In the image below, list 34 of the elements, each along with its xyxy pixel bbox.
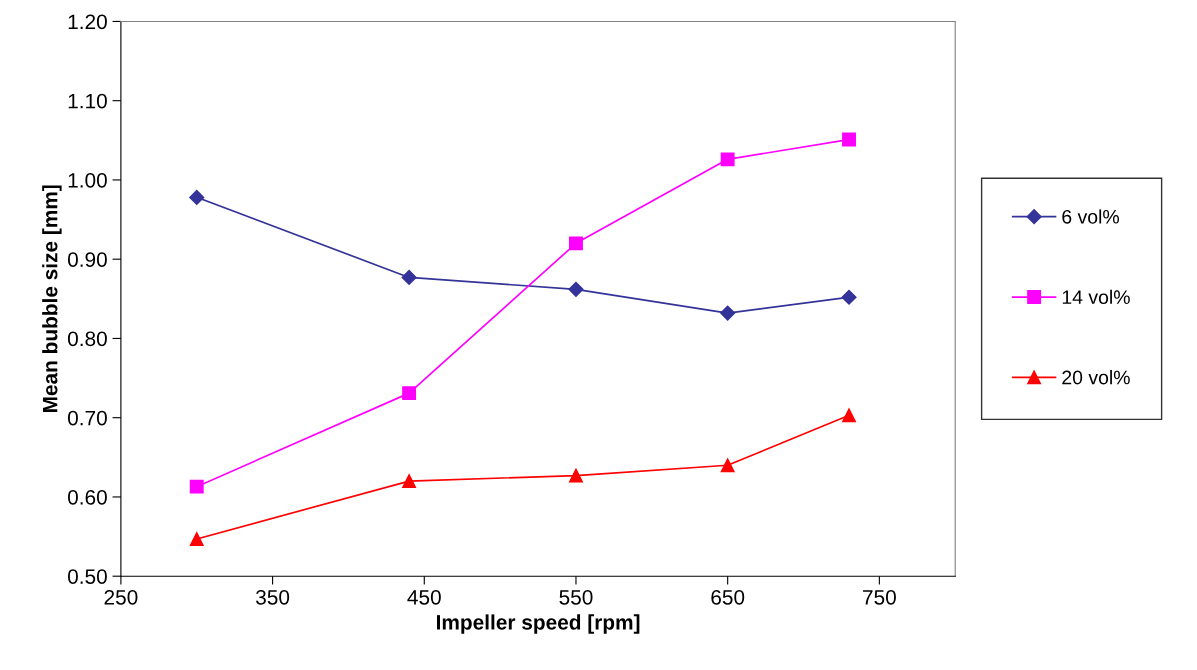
point [402, 474, 417, 489]
point [842, 408, 856, 423]
y-tick-label: 0.60 [67, 489, 107, 505]
x-tick-label: 550 [559, 589, 593, 605]
legend-label: 14 vol% [1062, 289, 1130, 305]
y-tick-label: 1.00 [68, 172, 107, 188]
y-tick-label: 1.20 [68, 14, 107, 30]
y-tick-label: 0.90 [67, 252, 107, 267]
point [189, 532, 204, 546]
point [842, 132, 856, 147]
point [569, 236, 583, 251]
x-tick-label: 350 [256, 589, 290, 605]
x-tick-label: 750 [863, 589, 896, 605]
y-tick-label: 0.80 [67, 331, 107, 347]
point [720, 152, 735, 167]
legend-label: 20 vol% [1062, 370, 1130, 385]
x-tick-label: 650 [711, 589, 745, 605]
x-axis-title: Impeller speed [rpm] [436, 614, 640, 634]
point [841, 289, 857, 305]
point [569, 468, 583, 483]
y-tick-label: 1.10 [68, 93, 107, 109]
y-tick-label: 0.50 [67, 569, 107, 584]
point [402, 386, 417, 401]
point [189, 189, 205, 205]
x-tick-label: 450 [407, 589, 441, 605]
point [720, 305, 736, 321]
point [568, 281, 584, 297]
y-axis-title: Mean bubble size [mm] [42, 185, 62, 413]
x-tick-label: 250 [104, 589, 138, 605]
point [720, 458, 735, 473]
point [401, 269, 417, 285]
y-tick-label: 0.70 [67, 410, 107, 426]
legend-label: 6 vol% [1062, 209, 1120, 224]
point [189, 479, 204, 494]
